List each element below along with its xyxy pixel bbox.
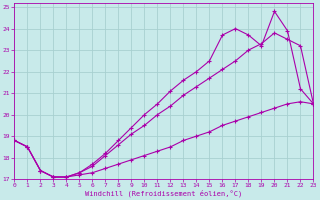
X-axis label: Windchill (Refroidissement éolien,°C): Windchill (Refroidissement éolien,°C) [85,190,243,197]
